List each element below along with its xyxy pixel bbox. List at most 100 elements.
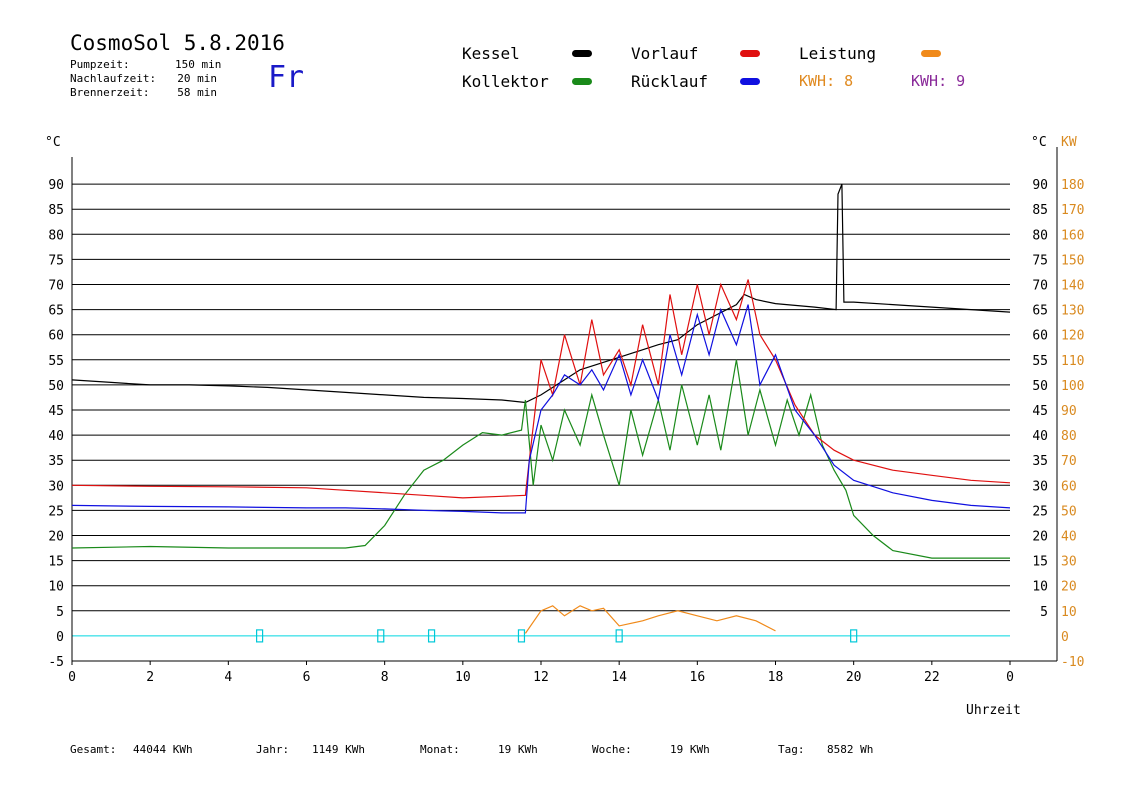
- x-tick-label: 0: [68, 670, 76, 685]
- x-tick-label: 8: [381, 670, 389, 685]
- series-line-kessel: [71, 183, 1011, 404]
- nachlaufzeit-label: Nachlaufzeit:: [70, 72, 157, 85]
- y-unit-right-kw: KW: [1061, 135, 1077, 150]
- tag-label: Tag:: [778, 743, 805, 756]
- x-tick-label: 10: [455, 670, 471, 685]
- y-tick-label-right-kw: 130: [1061, 304, 1084, 319]
- gesamt-value: 44044 KWh: [133, 743, 193, 756]
- y-tick-label-left: -5: [48, 655, 64, 670]
- y-tick-label-right-kw: 20: [1061, 580, 1077, 595]
- brennerzeit-label: Brennerzeit:: [70, 86, 150, 99]
- series-line-leistung: [524, 605, 776, 634]
- x-tick-label: 12: [533, 670, 549, 685]
- legend-ruecklauf-swatch: [740, 78, 760, 85]
- y-tick-label-right-kw: 80: [1061, 429, 1077, 444]
- y-tick-label-left: 15: [48, 555, 64, 570]
- y-tick-label-right-c: 20: [1032, 530, 1048, 545]
- jahr-value: 1149 KWh: [312, 743, 365, 756]
- y-tick-label-left: 25: [48, 504, 64, 519]
- y-tick-label-left: 45: [48, 404, 64, 419]
- y-tick-label-right-c: 80: [1032, 228, 1048, 243]
- x-tick-label: 2: [146, 670, 154, 685]
- y-tick-label-right-kw: 0: [1061, 630, 1069, 645]
- y-tick-label-left: 0: [56, 630, 64, 645]
- y-tick-label-left: 85: [48, 203, 64, 218]
- legend-kessel-swatch: [572, 50, 592, 57]
- event-marker: [377, 629, 385, 643]
- y-tick-label-right-kw: 70: [1061, 454, 1077, 469]
- x-tick-label: 20: [846, 670, 862, 685]
- y-tick-label-right-c: 15: [1032, 555, 1048, 570]
- y-tick-label-right-kw: 150: [1061, 253, 1084, 268]
- event-marker: [256, 629, 264, 643]
- y-tick-label-left: 40: [48, 429, 64, 444]
- x-tick-label: 4: [224, 670, 232, 685]
- y-tick-label-right-kw: 110: [1061, 354, 1084, 369]
- y-tick-label-right-c: 40: [1032, 429, 1048, 444]
- brennerzeit-row: Brennerzeit: 58 min: [70, 86, 217, 99]
- y-tick-label-left: 50: [48, 379, 64, 394]
- monat-label: Monat:: [420, 743, 460, 756]
- y-tick-label-right-c: 50: [1032, 379, 1048, 394]
- series-line-vorlauf: [71, 279, 1011, 499]
- y-tick-label-right-c: 35: [1032, 454, 1048, 469]
- y-tick-label-right-kw: 160: [1061, 228, 1084, 243]
- brennerzeit-value: 58 min: [177, 86, 217, 99]
- x-axis-label: Uhrzeit: [966, 703, 1021, 718]
- y-tick-label-right-kw: 40: [1061, 530, 1077, 545]
- y-tick-label-right-c: 75: [1032, 253, 1048, 268]
- legend-leistung-label: Leistung: [799, 44, 877, 63]
- x-tick-label: 14: [611, 670, 627, 685]
- y-tick-label-right-c: 90: [1032, 178, 1048, 193]
- legend-leistung-swatch: [921, 50, 941, 57]
- y-tick-label-right-kw: 100: [1061, 379, 1084, 394]
- nachlaufzeit-value: 20 min: [177, 72, 217, 85]
- pumpzeit-label: Pumpzeit:: [70, 58, 130, 71]
- y-tick-label-left: 60: [48, 329, 64, 344]
- y-tick-label-left: 10: [48, 580, 64, 595]
- series-line-kollektor: [71, 359, 1010, 559]
- legend-vorlauf-label: Vorlauf: [631, 44, 699, 63]
- pumpzeit-row: Pumpzeit: 150 min: [70, 58, 221, 71]
- pumpzeit-value: 150 min: [175, 58, 222, 71]
- y-tick-label-right-kw: 30: [1061, 555, 1077, 570]
- y-tick-label-right-c: 5: [1040, 605, 1048, 620]
- y-tick-label-left: 5: [56, 605, 64, 620]
- y-tick-label-right-c: 65: [1032, 304, 1048, 319]
- page-title: CosmoSol 5.8.2016: [70, 31, 285, 55]
- y-tick-label-left: 70: [48, 279, 64, 294]
- y-tick-label-right-c: 10: [1032, 580, 1048, 595]
- y-tick-label-left: 20: [48, 530, 64, 545]
- tag-value: 8582 Wh: [827, 743, 874, 756]
- y-tick-label-right-kw: 60: [1061, 479, 1077, 494]
- y-tick-label-right-kw: 10: [1061, 605, 1077, 620]
- woche-label: Woche:: [592, 743, 632, 756]
- legend-vorlauf-swatch: [740, 50, 760, 57]
- legend-kollektor-label: Kollektor: [462, 72, 549, 91]
- legend-kollektor-swatch: [572, 78, 592, 85]
- y-unit-right-c: °C: [1031, 135, 1047, 150]
- y-tick-label-left: 75: [48, 253, 64, 268]
- y-tick-label-right-kw: 50: [1061, 504, 1077, 519]
- weekday-label: Fr: [268, 60, 305, 95]
- y-tick-label-right-kw: -10: [1061, 655, 1084, 670]
- nachlaufzeit-row: Nachlaufzeit: 20 min: [70, 72, 217, 85]
- y-tick-label-right-c: 25: [1032, 504, 1048, 519]
- y-tick-label-right-kw: 120: [1061, 329, 1084, 344]
- x-tick-label: 16: [690, 670, 706, 685]
- legend-kessel-label: Kessel: [462, 44, 520, 63]
- y-tick-label-left: 55: [48, 354, 64, 369]
- y-tick-label-right-kw: 90: [1061, 404, 1077, 419]
- y-tick-label-right-c: 30: [1032, 479, 1048, 494]
- y-unit-left: °C: [45, 135, 61, 150]
- x-tick-label: 18: [768, 670, 784, 685]
- legend-ruecklauf-label: Rücklauf: [631, 72, 709, 91]
- y-tick-label-right-c: 70: [1032, 279, 1048, 294]
- gesamt-label: Gesamt:: [70, 743, 117, 756]
- y-tick-label-right-c: 55: [1032, 354, 1048, 369]
- y-tick-label-right-kw: 140: [1061, 279, 1084, 294]
- woche-value: 19 KWh: [670, 743, 710, 756]
- event-marker: [517, 629, 526, 643]
- y-tick-label-right-c: 85: [1032, 203, 1048, 218]
